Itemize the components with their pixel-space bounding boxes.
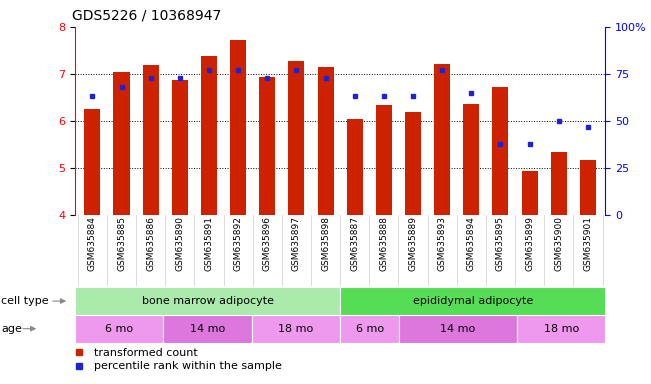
Text: 14 mo: 14 mo	[441, 324, 476, 334]
Bar	[318, 67, 333, 215]
Text: GSM635892: GSM635892	[234, 217, 243, 271]
Bar	[405, 113, 421, 215]
Text: GSM635899: GSM635899	[525, 217, 534, 271]
Bar	[259, 77, 275, 215]
Bar	[399, 315, 517, 343]
Text: GSM635887: GSM635887	[350, 217, 359, 271]
Bar	[492, 87, 508, 215]
Text: GSM635898: GSM635898	[321, 217, 330, 271]
Bar	[347, 119, 363, 215]
Text: GSM635897: GSM635897	[292, 217, 301, 271]
Bar	[551, 152, 567, 215]
Text: GSM635884: GSM635884	[88, 217, 97, 271]
Bar	[85, 109, 100, 215]
Bar	[252, 315, 340, 343]
Text: GSM635889: GSM635889	[409, 217, 417, 271]
Text: 18 mo: 18 mo	[279, 324, 314, 334]
Bar	[201, 56, 217, 215]
Text: GSM635885: GSM635885	[117, 217, 126, 271]
Text: GSM635901: GSM635901	[583, 217, 592, 271]
Bar	[75, 315, 163, 343]
Bar	[113, 71, 130, 215]
Bar	[434, 64, 450, 215]
Bar	[464, 104, 479, 215]
Bar	[172, 79, 188, 215]
Text: GSM635894: GSM635894	[467, 217, 476, 271]
Bar	[340, 315, 399, 343]
Text: cell type: cell type	[1, 296, 49, 306]
Text: 6 mo: 6 mo	[355, 324, 383, 334]
Text: GSM635896: GSM635896	[263, 217, 271, 271]
Text: age: age	[1, 324, 22, 334]
Text: 18 mo: 18 mo	[544, 324, 579, 334]
Text: bone marrow adipocyte: bone marrow adipocyte	[141, 296, 273, 306]
Bar	[580, 159, 596, 215]
Text: 14 mo: 14 mo	[190, 324, 225, 334]
Text: GSM635890: GSM635890	[175, 217, 184, 271]
Bar	[288, 61, 305, 215]
Text: GSM635891: GSM635891	[204, 217, 214, 271]
Bar	[163, 315, 252, 343]
Text: GSM635895: GSM635895	[496, 217, 505, 271]
Bar	[340, 287, 605, 315]
Legend: transformed count, percentile rank within the sample: transformed count, percentile rank withi…	[68, 348, 282, 371]
Bar	[143, 65, 159, 215]
Bar	[376, 106, 392, 215]
Text: epididymal adipocyte: epididymal adipocyte	[413, 296, 533, 306]
Bar	[75, 287, 340, 315]
Bar	[230, 40, 246, 215]
Text: GSM635886: GSM635886	[146, 217, 155, 271]
Text: GSM635900: GSM635900	[554, 217, 563, 271]
Bar	[521, 171, 538, 215]
Bar	[517, 315, 605, 343]
Text: GSM635893: GSM635893	[437, 217, 447, 271]
Text: GDS5226 / 10368947: GDS5226 / 10368947	[72, 9, 221, 23]
Text: 6 mo: 6 mo	[105, 324, 133, 334]
Text: GSM635888: GSM635888	[380, 217, 389, 271]
